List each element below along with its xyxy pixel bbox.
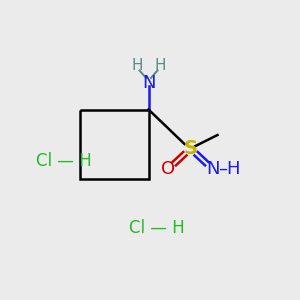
Text: O: O: [161, 160, 175, 178]
Text: H: H: [154, 58, 166, 74]
Text: –H: –H: [218, 160, 241, 178]
Text: Cl — H: Cl — H: [129, 219, 185, 237]
Text: N: N: [206, 160, 220, 178]
Text: S: S: [184, 139, 197, 158]
Text: H: H: [131, 58, 143, 74]
Text: N: N: [142, 74, 155, 92]
Text: Cl — H: Cl — H: [36, 152, 92, 169]
